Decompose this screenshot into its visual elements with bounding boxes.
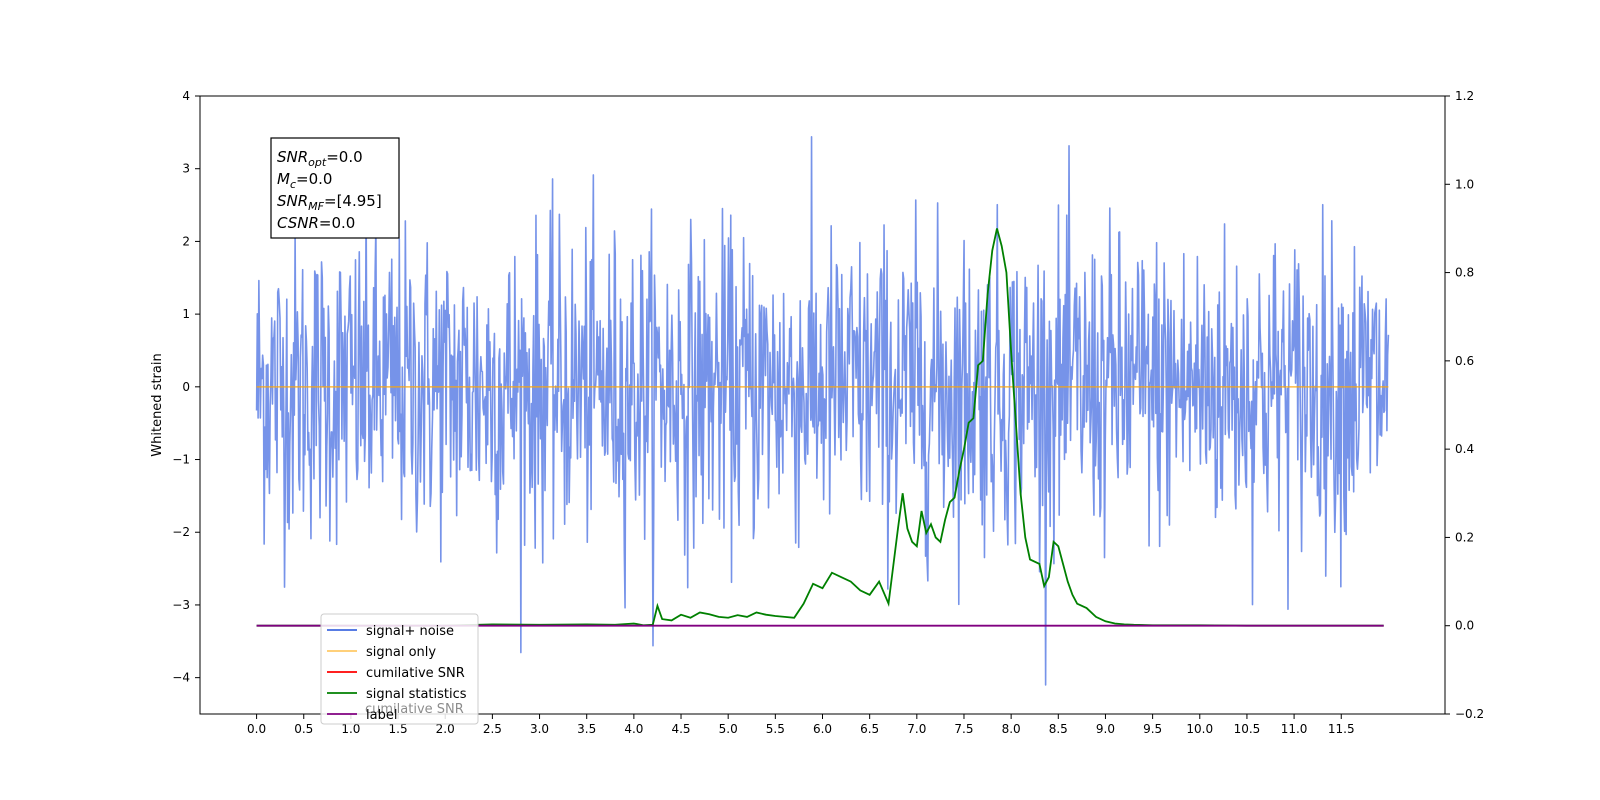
legend-label: cumilative SNR: [366, 666, 465, 681]
x-tick-label: 1.5: [389, 722, 408, 736]
x-tick-label: 1.0: [341, 722, 360, 736]
y-tick-label: 2: [182, 234, 190, 248]
x-tick-label: 3.0: [530, 722, 549, 736]
annotation-line: Mc=0.0: [277, 170, 332, 191]
y-tick-label: −1: [172, 453, 190, 467]
x-tick-label: 5.5: [766, 722, 785, 736]
y2-tick-label: 0.0: [1455, 619, 1474, 633]
x-tick-label: 4.0: [624, 722, 643, 736]
x-tick-label: 7.0: [907, 722, 926, 736]
x-tick-label: 2.0: [436, 722, 455, 736]
x-tick-label: 0.0: [247, 722, 266, 736]
legend-overlap-text: cumilative SNR: [365, 702, 464, 717]
x-tick-label: 4.5: [671, 722, 690, 736]
annotation-line: CSNR=0.0: [277, 214, 355, 232]
x-tick-label: 2.5: [483, 722, 502, 736]
x-tick-label: 7.5: [954, 722, 973, 736]
y2-tick-label: −0.2: [1455, 707, 1484, 721]
y2-tick-label: 1.2: [1455, 89, 1474, 103]
legend-label: signal only: [366, 645, 436, 660]
x-tick-label: 10.0: [1186, 722, 1213, 736]
y2-tick-label: 1.0: [1455, 177, 1474, 191]
legend-label: label: [366, 708, 397, 723]
y-axis-left: 4 3 2 1 0 −1 −2 −3 −4: [172, 89, 200, 685]
y-axis-label: Whitened strain: [150, 353, 165, 456]
y2-tick-label: 0.4: [1455, 442, 1474, 456]
x-tick-label: 8.5: [1049, 722, 1068, 736]
x-tick-label: 0.5: [294, 722, 313, 736]
y-tick-label: 4: [182, 89, 190, 103]
y-tick-label: −4: [172, 671, 190, 685]
annotation-line: SNRMF=[4.95]: [277, 192, 382, 213]
x-tick-label: 11.0: [1281, 722, 1308, 736]
x-tick-label: 5.0: [719, 722, 738, 736]
y-tick-label: −3: [172, 598, 190, 612]
legend: cumilative SNR signal+ noise signal only c…: [320, 613, 479, 725]
x-tick-label: 3.5: [577, 722, 596, 736]
y-tick-label: 0: [182, 380, 190, 394]
y-axis-right: 1.2 1.0 0.8 0.6 0.4 0.2 0.0 −0.2: [1445, 89, 1484, 721]
y2-tick-label: 0.6: [1455, 354, 1474, 368]
x-tick-label: 9.5: [1143, 722, 1162, 736]
noise-series: [255, 136, 1390, 686]
x-tick-label: 8.0: [1002, 722, 1021, 736]
annotation-line: SNRopt=0.0: [277, 148, 363, 169]
x-tick-label: 6.5: [860, 722, 879, 736]
x-tick-label: 6.0: [813, 722, 832, 736]
x-tick-label: 11.5: [1328, 722, 1355, 736]
y-tick-label: −2: [172, 525, 190, 539]
x-axis: 0.0 0.5 1.0 1.5 2.0 2.5 3.0 3.5 4.0 4.5 5.0 5.5 6.0 6…: [247, 714, 1355, 736]
x-tick-label: 10.5: [1234, 722, 1261, 736]
legend-label: signal+ noise: [366, 624, 454, 639]
x-tick-label: 9.0: [1096, 722, 1115, 736]
y2-tick-label: 0.8: [1455, 266, 1474, 280]
series-signal-statistics: [256, 228, 1384, 627]
y-tick-label: 1: [182, 307, 190, 321]
y-tick-label: 3: [182, 162, 190, 176]
y2-tick-label: 0.2: [1455, 530, 1474, 544]
legend-label: signal statistics: [366, 687, 467, 702]
series-signal-noise: [255, 136, 1390, 686]
